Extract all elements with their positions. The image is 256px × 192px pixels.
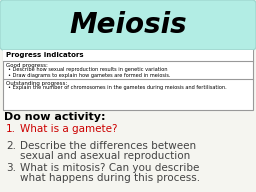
- Text: sexual and asexual reproduction: sexual and asexual reproduction: [20, 151, 190, 161]
- Text: Meiosis: Meiosis: [69, 11, 187, 39]
- Text: Describe the differences between: Describe the differences between: [20, 141, 196, 151]
- Text: 3.: 3.: [6, 163, 16, 173]
- Text: • Describe how sexual reproduction results in genetic variation: • Describe how sexual reproduction resul…: [8, 68, 167, 73]
- Text: What is mitosis? Can you describe: What is mitosis? Can you describe: [20, 163, 199, 173]
- Text: Do now activity:: Do now activity:: [4, 112, 105, 122]
- Bar: [3, 50, 253, 61]
- Text: Good progress:: Good progress:: [6, 63, 48, 68]
- Text: What is a gamete?: What is a gamete?: [20, 124, 118, 134]
- Text: Progress indicators: Progress indicators: [6, 52, 84, 59]
- FancyBboxPatch shape: [0, 0, 256, 50]
- Text: • Draw diagrams to explain how gametes are formed in meiosis.: • Draw diagrams to explain how gametes a…: [8, 73, 170, 78]
- Bar: [3, 50, 253, 110]
- Text: • Explain the number of chromosomes in the gametes during meiosis and fertilisat: • Explain the number of chromosomes in t…: [8, 85, 227, 90]
- Text: what happens during this process.: what happens during this process.: [20, 173, 200, 183]
- Text: 2.: 2.: [6, 141, 16, 151]
- Text: Outstanding progress:: Outstanding progress:: [6, 80, 67, 85]
- Text: 1.: 1.: [6, 124, 16, 134]
